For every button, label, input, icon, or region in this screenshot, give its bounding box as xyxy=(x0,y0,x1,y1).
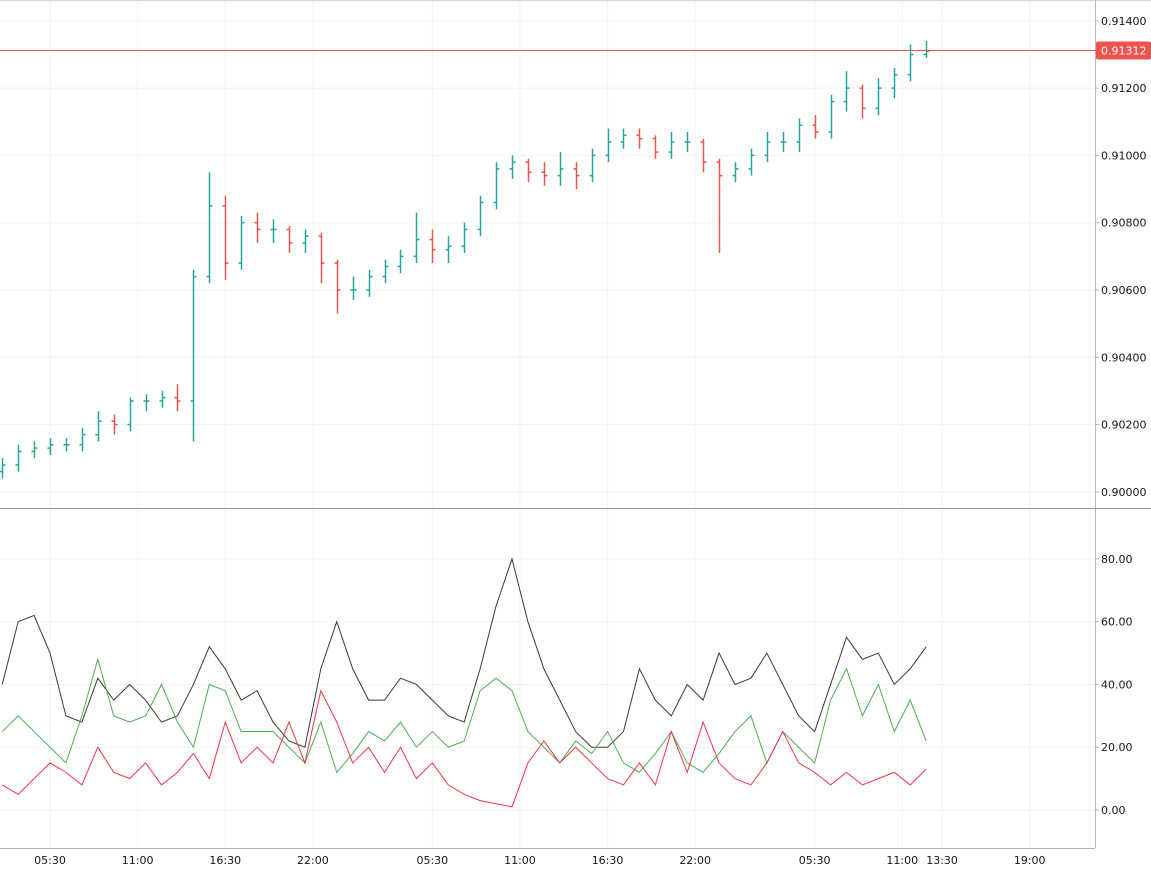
y-tick-label: 0.90600 xyxy=(1101,284,1147,297)
last-price-badge xyxy=(1096,41,1151,60)
y-tick-label: 0.90200 xyxy=(1101,419,1147,432)
y-tick-label: 0.91400 xyxy=(1101,15,1147,28)
x-tick-label: 22:00 xyxy=(679,854,711,867)
y-tick-label: 0.91200 xyxy=(1101,82,1147,95)
last-price-label: 0.91312 xyxy=(1101,44,1147,57)
y-tick-label: 60.00 xyxy=(1101,616,1133,629)
indicator-line xyxy=(1,689,927,808)
y-tick-label: 0.00 xyxy=(1101,804,1126,817)
x-tick-label: 05:30 xyxy=(799,854,831,867)
y-tick-label: 0.90000 xyxy=(1101,486,1147,499)
y-tick-label: 40.00 xyxy=(1101,678,1133,691)
x-tick-label: 19:00 xyxy=(1014,854,1046,867)
x-tick-label: 16:30 xyxy=(209,854,241,867)
x-tick-label: 05:30 xyxy=(416,854,448,867)
x-tick-label: 11:00 xyxy=(504,854,536,867)
indicator-line xyxy=(1,557,927,748)
indicator-line xyxy=(1,657,927,774)
x-tick-label: 16:30 xyxy=(592,854,624,867)
x-tick-label: 13:30 xyxy=(926,854,958,867)
y-tick-label: 20.00 xyxy=(1101,741,1133,754)
y-tick-label: 0.91000 xyxy=(1101,149,1147,162)
x-tick-label: 05:30 xyxy=(34,854,66,867)
x-tick-label: 11:00 xyxy=(122,854,154,867)
grid-layer xyxy=(0,0,1095,848)
y-tick-label: 0.90800 xyxy=(1101,217,1147,230)
y-tick-label: 0.90400 xyxy=(1101,351,1147,364)
y-tick-label: 80.00 xyxy=(1101,553,1133,566)
x-tick-label: 11:00 xyxy=(886,854,918,867)
x-tick-label: 22:00 xyxy=(297,854,329,867)
